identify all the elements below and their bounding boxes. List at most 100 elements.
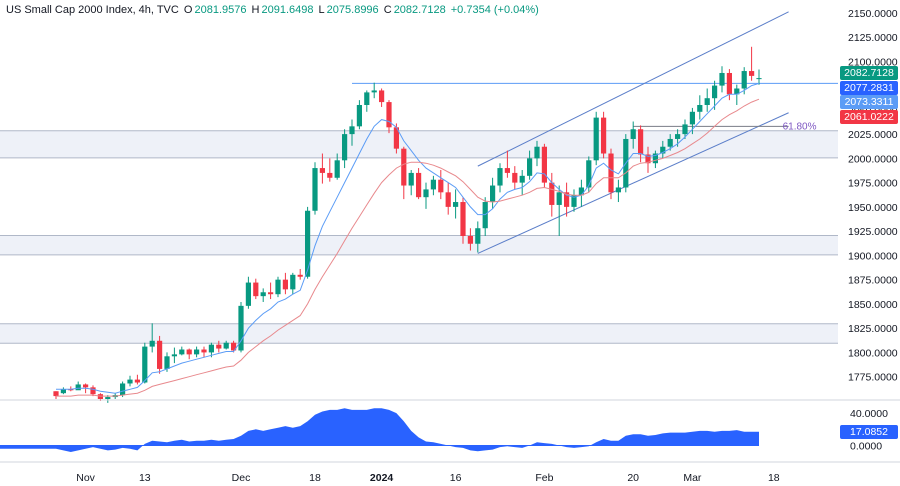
price-tag: 2061.0222 xyxy=(840,109,898,124)
candle-body xyxy=(268,292,274,295)
open-value: 2081.9576 xyxy=(194,4,247,16)
channel-upper-line xyxy=(477,11,789,167)
zone-rect xyxy=(0,130,838,158)
candle-body xyxy=(275,279,281,295)
candle-body xyxy=(734,88,740,95)
candle-body xyxy=(297,274,303,277)
candle-body xyxy=(726,72,732,95)
time-tick-label: 18 xyxy=(768,472,780,484)
candle-body xyxy=(223,342,229,349)
candle-body xyxy=(253,282,259,297)
candle-body xyxy=(749,71,755,76)
candle-body xyxy=(571,195,577,207)
candle-body xyxy=(194,349,200,355)
candle-body xyxy=(527,158,533,176)
candle-body xyxy=(364,92,370,105)
candle-body xyxy=(60,389,66,394)
candle-body xyxy=(83,384,89,388)
candle-body xyxy=(608,153,614,193)
price-channel[interactable] xyxy=(477,11,789,254)
candle-body xyxy=(438,179,444,193)
price-tick-label: 1775.0000 xyxy=(848,372,898,384)
candle-body xyxy=(704,98,710,105)
candle-body xyxy=(445,192,451,207)
candle-body xyxy=(142,346,148,383)
candle-body xyxy=(712,85,718,99)
candle-body xyxy=(201,349,207,353)
fibonacci-level[interactable]: 61.80% xyxy=(633,121,817,132)
symbol-title[interactable]: US Small Cap 2000 Index, 4h, TVC xyxy=(6,4,179,16)
close-label: C xyxy=(383,4,392,16)
candle-body xyxy=(453,202,459,207)
candle-body xyxy=(697,105,703,112)
candle-body xyxy=(393,127,399,149)
candle-body xyxy=(416,172,422,198)
price-tick-label: 2100.0000 xyxy=(848,56,898,68)
candle-body xyxy=(312,168,318,211)
candle-body xyxy=(401,148,407,186)
candle-body xyxy=(504,168,510,173)
oscillator-axis: 40.0000 0.0000 xyxy=(850,408,888,452)
price-tick-label: 1825.0000 xyxy=(848,323,898,335)
price-tag: 2082.7128 xyxy=(840,66,898,80)
candle-body xyxy=(305,210,311,277)
candle-body xyxy=(349,126,355,135)
moving-average-line xyxy=(56,98,760,397)
oscillator-pane xyxy=(0,399,900,463)
candle-body xyxy=(120,383,126,396)
moving-averages xyxy=(56,82,760,397)
price-tick-label: 1925.0000 xyxy=(848,226,898,238)
price-axis[interactable]: 2150.00002125.00002100.00002075.00002050… xyxy=(848,8,898,384)
candle-body xyxy=(290,274,296,290)
open-label: O xyxy=(183,4,193,16)
time-tick-label: 13 xyxy=(139,472,151,484)
candle-body xyxy=(593,117,599,161)
candle-body xyxy=(719,72,725,86)
candle-body xyxy=(75,384,81,391)
price-tick-label: 1875.0000 xyxy=(848,275,898,287)
candle-body xyxy=(490,185,496,203)
candle-body xyxy=(630,129,636,139)
candlestick-series[interactable] xyxy=(53,46,762,403)
candle-body xyxy=(334,160,340,178)
time-tick-label: Mar xyxy=(683,472,702,484)
time-tick-label: 16 xyxy=(450,472,462,484)
candle-body xyxy=(53,391,59,397)
candle-body xyxy=(105,397,111,399)
time-tick-label: 18 xyxy=(309,472,321,484)
time-tick-label: Nov xyxy=(76,472,95,484)
candle-body xyxy=(497,168,503,186)
price-tick-label: 2025.0000 xyxy=(848,129,898,141)
candle-body xyxy=(667,138,673,147)
candle-body xyxy=(534,146,540,159)
candle-body xyxy=(741,71,747,89)
candle-body xyxy=(231,342,237,351)
candle-body xyxy=(216,344,222,349)
change-value: +0.7354 (+0.04%) xyxy=(450,4,539,16)
price-tag: 2077.2831 xyxy=(840,80,898,95)
candle-body xyxy=(423,189,429,198)
candle-body xyxy=(327,172,333,178)
high-value: 2091.6498 xyxy=(261,4,314,16)
candle-body xyxy=(282,279,288,290)
candle-body xyxy=(541,146,547,183)
price-tick-label: 2150.0000 xyxy=(848,8,898,20)
candle-body xyxy=(245,282,251,306)
candle-body xyxy=(578,187,584,196)
candle-body xyxy=(371,90,377,93)
candle-body xyxy=(134,379,140,383)
time-axis[interactable]: Nov 13 Dec 18 2024 16 Feb 20 Mar 18 xyxy=(76,472,780,484)
price-tick-label: 1800.0000 xyxy=(848,347,898,359)
candle-body xyxy=(601,117,607,154)
candle-body xyxy=(408,172,414,186)
oscillator-area xyxy=(0,408,759,452)
candle-body xyxy=(615,187,621,193)
zone-rect xyxy=(0,323,838,344)
price-tick-label: 2000.0000 xyxy=(848,153,898,165)
zone-rect xyxy=(0,235,838,255)
low-label: L xyxy=(318,4,325,16)
candle-body xyxy=(652,153,658,164)
candle-body xyxy=(157,340,163,369)
candle-body xyxy=(638,129,644,155)
